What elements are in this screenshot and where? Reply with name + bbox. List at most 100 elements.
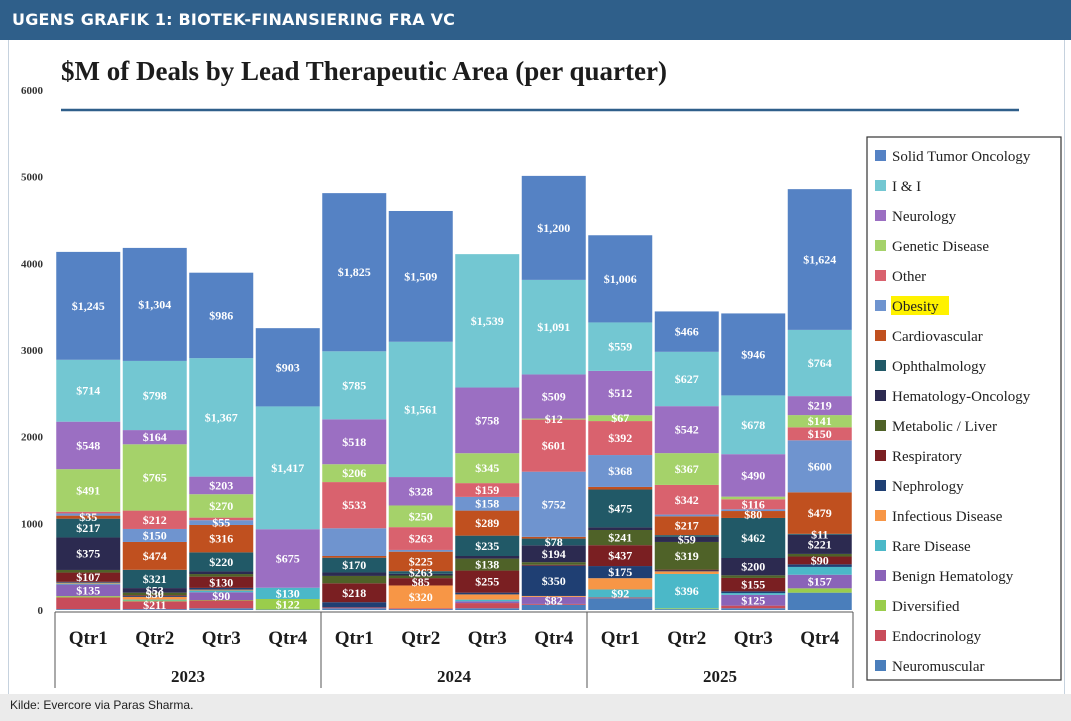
bar-segment-neurology [721, 454, 786, 497]
bar-segment-other [56, 511, 121, 514]
bar-segment-nephrology [588, 566, 653, 579]
bar-segment-hematology-oncology [787, 534, 852, 554]
legend-entry: Infectious Disease [892, 509, 1003, 525]
x-tick-label: Qtr4 [800, 628, 840, 649]
bar-segment-nephrology [787, 564, 852, 567]
bar-segment-genetic-disease [189, 494, 254, 518]
bar-data-label: $164 [143, 430, 167, 444]
bar-data-label: $211 [143, 598, 166, 612]
bar-segment-ophthalmology [787, 533, 852, 535]
y-tick-label: 3000 [21, 345, 44, 357]
bar-segment-rare-disease [189, 590, 254, 593]
bar-segment-other [122, 510, 187, 529]
bar-data-label: $12 [545, 412, 563, 426]
bar-segment-genetic-disease [521, 418, 586, 420]
bar-segment-neurology [56, 421, 121, 470]
bar-segment-hematology-oncology [189, 571, 254, 575]
bar-data-label: $30 [146, 587, 164, 601]
bar-data-label: $1,539 [471, 314, 504, 328]
legend-entry: Ophthalmology [892, 359, 987, 375]
bar-segment-cardiovascular [189, 524, 254, 553]
bar-data-label: $78 [545, 535, 563, 549]
bar-segment-endocrinology [721, 605, 786, 609]
stacked-bar-chart: $M of Deals by Lead Therapeutic Area (pe… [21, 56, 1062, 688]
legend-swatch [875, 630, 886, 641]
bar-segment-obesity [521, 471, 586, 537]
legend-entry: Solid Tumor Oncology [892, 149, 1031, 165]
bar-segment-solid-tumor-oncology [654, 311, 719, 352]
bar-data-label: $138 [475, 558, 499, 572]
bar-data-label: $175 [608, 565, 632, 579]
bar-data-label: $150 [143, 528, 167, 542]
bar-segment-i-i [721, 395, 786, 455]
bar-segment-other [588, 421, 653, 456]
bar-segment-ophthalmology [322, 557, 387, 573]
bar-segment-solid-tumor-oncology [122, 247, 187, 361]
bar-data-label: $217 [675, 519, 699, 533]
bar-data-label: $512 [608, 386, 632, 400]
bar-segment-respiratory [56, 572, 121, 582]
bar-segment-respiratory [521, 564, 586, 566]
bar-segment-infectious-disease [388, 585, 453, 609]
bar-segment-obesity [455, 496, 520, 511]
legend-entry: I & I [892, 179, 921, 195]
bar-data-label: $321 [143, 572, 167, 586]
bar-data-label: $67 [611, 411, 629, 425]
bar-data-label: $1,245 [72, 299, 105, 313]
legend-swatch [875, 360, 886, 371]
bar-segment-i-i [255, 406, 320, 530]
bar-data-label: $765 [143, 470, 167, 484]
bar-segment-metabolic-liver [721, 575, 786, 578]
bar-data-label: $53 [146, 583, 164, 597]
bar-segment-ophthalmology [455, 535, 520, 557]
bar-segment-nephrology [455, 592, 520, 595]
bar-data-label: $509 [542, 389, 566, 403]
bar-segment-obesity [122, 528, 187, 542]
bar-segment-ophthalmology [189, 552, 254, 572]
x-tick-label: Qtr1 [69, 628, 108, 649]
bar-segment-ophthalmology [654, 535, 719, 537]
bar-data-label: $368 [608, 464, 632, 478]
bar-data-label: $437 [608, 549, 632, 563]
bar-data-label: $194 [542, 547, 566, 561]
bar-segment-metabolic-liver [388, 575, 453, 579]
bar-segment-metabolic-liver [787, 553, 852, 557]
bar-segment-nephrology [721, 591, 786, 594]
bar-data-label: $217 [76, 521, 100, 535]
bar-segment-infectious-disease [588, 578, 653, 590]
bar-data-label: $130 [276, 586, 300, 600]
bar-data-label: $1,624 [803, 253, 836, 267]
bar-segment-i-i [56, 359, 121, 422]
bar-segment-cardiovascular [654, 516, 719, 536]
legend-swatch [875, 150, 886, 161]
bar-data-label: $601 [542, 439, 566, 453]
legend-entry: Benign Hematology [892, 569, 1014, 585]
legend-entry: Cardiovascular [892, 329, 983, 345]
legend-swatch [875, 300, 886, 311]
bar-segment-endocrinology [122, 601, 187, 610]
bar-segment-diversified [189, 600, 254, 601]
bar-segment-hematology-oncology [455, 556, 520, 559]
bar-segment-nephrology [654, 570, 719, 572]
bar-segment-neuromuscular [189, 608, 254, 610]
bar-segment-metabolic-liver [455, 558, 520, 571]
bar-data-label: $474 [143, 549, 167, 563]
bar-data-label: $1,200 [537, 221, 570, 235]
legend-entry: Other [892, 269, 926, 285]
bar-data-label: $319 [675, 549, 699, 563]
bar-data-label: $235 [475, 539, 499, 553]
bar-segment-ophthalmology [56, 518, 121, 538]
x-group-label: 2024 [437, 667, 472, 686]
bar-segment-nephrology [189, 587, 254, 590]
bar-segment-rare-disease [588, 589, 653, 598]
bar-data-label: $466 [675, 325, 699, 339]
bar-data-label: $221 [808, 537, 832, 551]
bar-segment-neuromuscular [56, 609, 121, 610]
legend-swatch [875, 570, 886, 581]
x-tick-label: Qtr3 [734, 628, 773, 649]
bar-segment-nephrology [521, 565, 586, 596]
bar-data-label: $80 [744, 507, 762, 521]
bar-data-label: $479 [808, 506, 832, 520]
bar-segment-benign-hematology [56, 584, 121, 597]
bar-segment-rare-disease [721, 593, 786, 595]
